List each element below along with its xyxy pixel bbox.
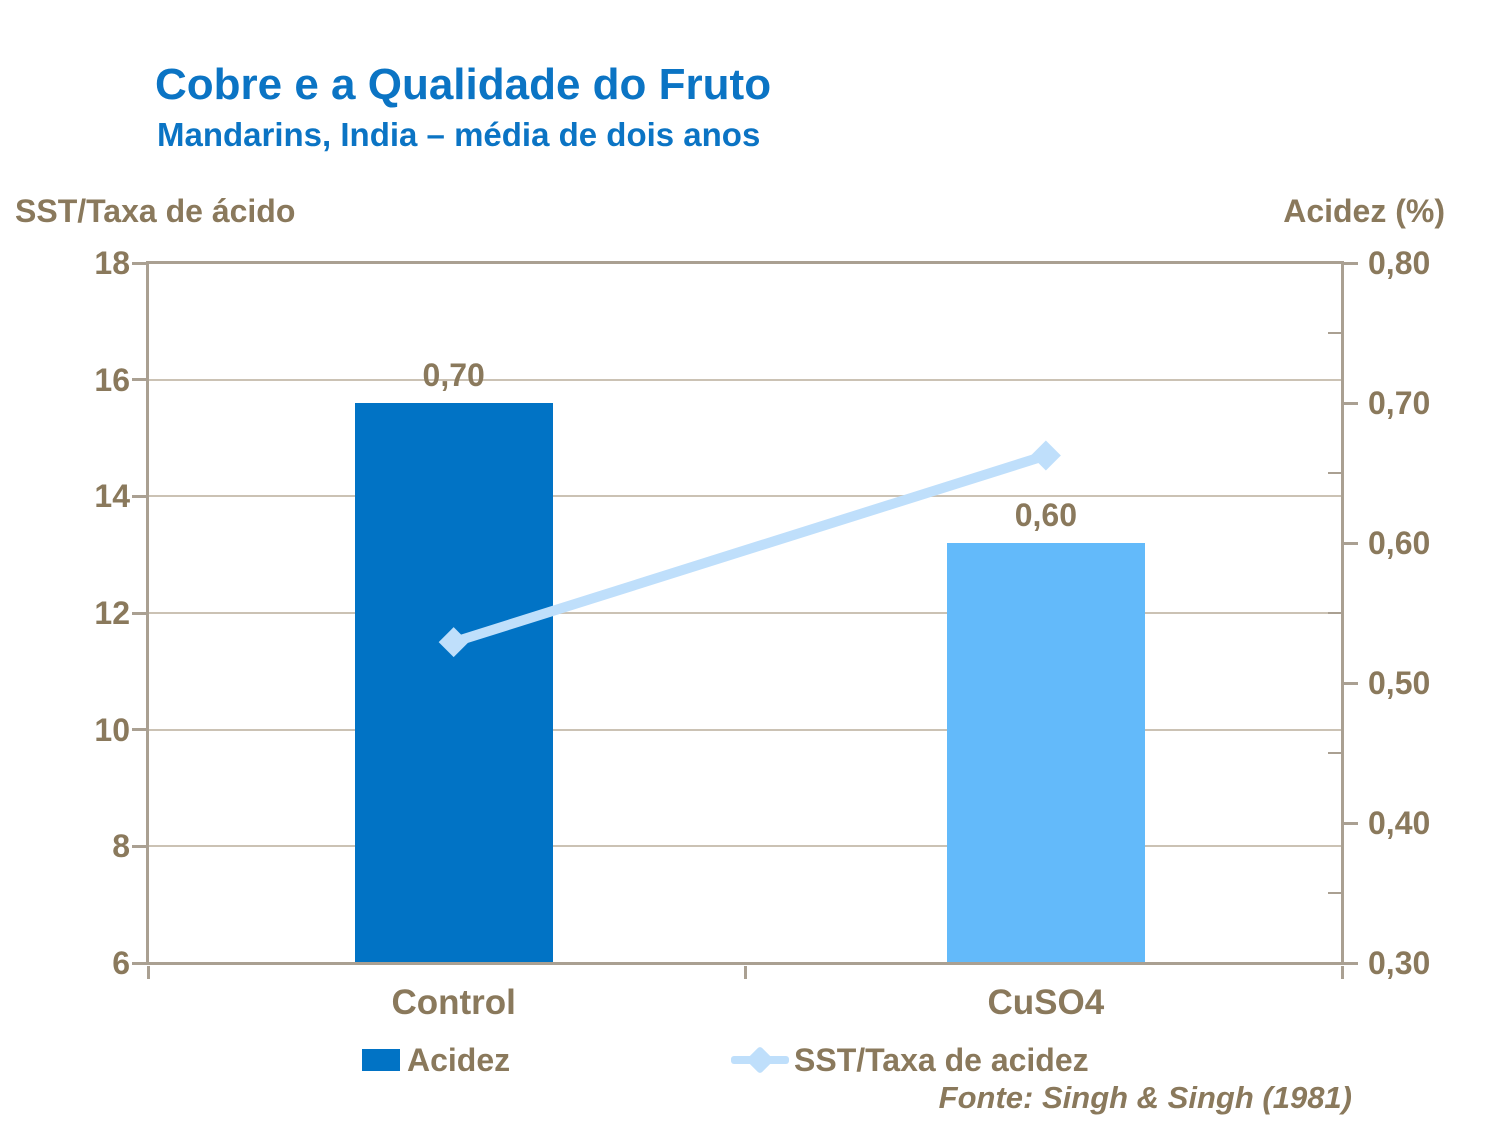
left-axis-tick-label: 12 [94, 595, 130, 631]
source-citation: Fonte: Singh & Singh (1981) [938, 1080, 1352, 1115]
left-axis-tick-label: 18 [94, 245, 130, 281]
left-axis-tick [132, 261, 148, 265]
left-axis-tick [132, 378, 148, 382]
right-axis-minor-tick [1328, 332, 1342, 334]
right-axis-tick-label: 0,80 [1368, 245, 1431, 281]
right-axis-title: Acidez (%) [1283, 193, 1445, 229]
left-axis-tick [132, 728, 148, 732]
left-axis-tick [132, 961, 148, 965]
right-axis-tick [1342, 401, 1358, 405]
right-axis-tick [1342, 681, 1358, 685]
category-label-cuso4: CuSO4 [987, 983, 1105, 1022]
right-axis-minor-tick [1328, 752, 1342, 754]
left-axis-title: SST/Taxa de ácido [15, 193, 296, 229]
legend-item-acidez: Acidez [362, 1039, 510, 1081]
plot-frame [146, 261, 1344, 965]
left-axis-tick-label: 8 [112, 828, 130, 865]
right-axis-tick [1342, 261, 1358, 265]
gridline [148, 845, 1342, 848]
gridline [148, 728, 1342, 731]
gridline [148, 378, 1342, 381]
legend-item-sst-taxa: SST/Taxa de acidez [731, 1039, 1089, 1081]
right-axis-tick-label: 0,70 [1368, 385, 1431, 421]
right-axis-tick [1342, 821, 1358, 825]
chart-subtitle: Mandarins, India – média de dois anos [157, 116, 761, 153]
right-axis-tick-label: 0,40 [1368, 805, 1431, 841]
legend-label-acidez: Acidez [407, 1041, 511, 1078]
right-axis-minor-tick [1328, 892, 1342, 894]
x-axis-tick [1340, 966, 1344, 979]
chart-title: Cobre e a Qualidade do Fruto [155, 60, 772, 109]
category-label-control: Control [391, 983, 516, 1022]
right-axis-tick-label: 0,30 [1368, 945, 1431, 981]
left-axis-tick-label: 16 [94, 361, 130, 398]
legend-diamond-icon [745, 1045, 775, 1075]
x-axis-tick [743, 966, 747, 979]
legend-line-diamond-icon [731, 1043, 789, 1077]
right-axis-tick [1342, 541, 1358, 545]
left-axis-tick-label: 10 [94, 711, 130, 748]
right-axis-tick [1342, 961, 1358, 965]
bar-value-label: 0,70 [422, 357, 485, 393]
legend-label-sst-taxa: SST/Taxa de acidez [794, 1041, 1089, 1078]
left-axis-tick [132, 844, 148, 848]
left-axis-tick [132, 611, 148, 615]
left-axis-tick [132, 494, 148, 498]
right-axis-minor-tick [1328, 472, 1342, 474]
x-axis-tick [146, 966, 150, 979]
left-axis-tick-label: 6 [112, 945, 130, 981]
right-axis-tick-label: 0,60 [1368, 525, 1431, 561]
left-axis-tick-label: 14 [94, 478, 130, 515]
right-axis-tick-label: 0,50 [1368, 665, 1431, 701]
right-axis-minor-tick [1328, 612, 1342, 614]
legend-square-swatch-icon [362, 1049, 400, 1071]
